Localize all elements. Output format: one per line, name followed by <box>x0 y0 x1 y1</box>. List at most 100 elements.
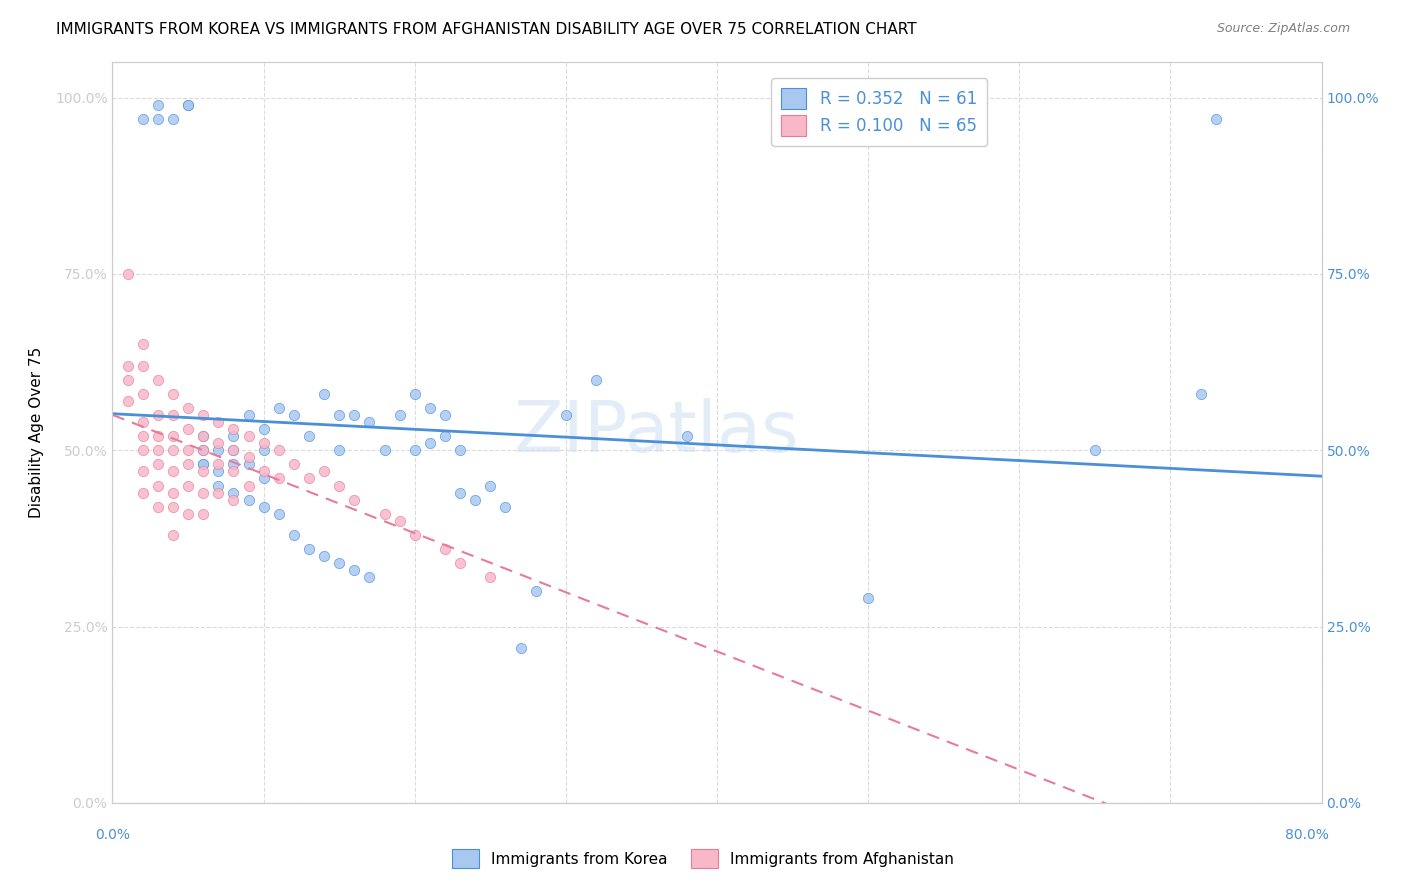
Point <box>146 500 169 514</box>
Point <box>856 591 880 606</box>
Point <box>238 450 260 465</box>
Point <box>404 443 426 458</box>
Point <box>146 373 169 387</box>
Point <box>117 393 139 408</box>
Point <box>238 429 260 443</box>
Point <box>207 443 229 458</box>
Point <box>132 387 155 401</box>
Point <box>479 478 502 492</box>
Point <box>177 422 200 436</box>
Point <box>117 359 139 373</box>
Point <box>253 436 276 450</box>
Point <box>146 443 169 458</box>
Point <box>524 584 547 599</box>
Point <box>207 415 229 429</box>
Point <box>222 422 245 436</box>
Point <box>132 112 155 126</box>
Point <box>314 464 336 478</box>
Point <box>1205 112 1227 126</box>
Point <box>207 458 229 472</box>
Point <box>146 408 169 422</box>
Point <box>328 443 350 458</box>
Point <box>191 443 214 458</box>
Point <box>298 471 321 485</box>
Legend: Immigrants from Korea, Immigrants from Afghanistan: Immigrants from Korea, Immigrants from A… <box>444 841 962 875</box>
Point <box>162 464 184 478</box>
Point <box>191 458 214 472</box>
Point <box>132 464 155 478</box>
Point <box>283 458 305 472</box>
Point <box>162 500 184 514</box>
Point <box>433 429 456 443</box>
Point <box>283 408 305 422</box>
Point <box>162 443 184 458</box>
Point <box>433 541 456 556</box>
Point <box>509 640 531 655</box>
Text: 0.0%: 0.0% <box>96 828 131 842</box>
Point <box>132 415 155 429</box>
Point <box>328 478 350 492</box>
Point <box>222 464 245 478</box>
Point <box>132 359 155 373</box>
Point <box>191 464 214 478</box>
Point <box>253 422 276 436</box>
Point <box>207 464 229 478</box>
Point <box>177 478 200 492</box>
Point <box>449 485 471 500</box>
Point <box>117 373 139 387</box>
Legend: R = 0.352   N = 61, R = 0.100   N = 65: R = 0.352 N = 61, R = 0.100 N = 65 <box>772 78 987 145</box>
Point <box>404 387 426 401</box>
Point <box>177 401 200 415</box>
Point <box>146 458 169 472</box>
Point <box>222 429 245 443</box>
Point <box>554 408 576 422</box>
Point <box>191 485 214 500</box>
Point <box>343 563 366 577</box>
Point <box>267 471 290 485</box>
Point <box>359 415 381 429</box>
Point <box>177 443 200 458</box>
Y-axis label: Disability Age Over 75: Disability Age Over 75 <box>30 347 44 518</box>
Point <box>191 408 214 422</box>
Point <box>191 429 214 443</box>
Point <box>585 373 607 387</box>
Point <box>207 436 229 450</box>
Point <box>146 112 169 126</box>
Point <box>132 429 155 443</box>
Point <box>117 267 139 281</box>
Point <box>267 401 290 415</box>
Point <box>162 408 184 422</box>
Point <box>191 443 214 458</box>
Point <box>374 443 396 458</box>
Point <box>343 408 366 422</box>
Point <box>374 507 396 521</box>
Point <box>298 541 321 556</box>
Point <box>177 458 200 472</box>
Point <box>267 443 290 458</box>
Point <box>162 485 184 500</box>
Point <box>146 478 169 492</box>
Point <box>419 401 441 415</box>
Point <box>132 337 155 351</box>
Point <box>177 507 200 521</box>
Point <box>238 408 260 422</box>
Point <box>495 500 517 514</box>
Point <box>162 528 184 542</box>
Text: 80.0%: 80.0% <box>1285 828 1329 842</box>
Point <box>207 485 229 500</box>
Point <box>675 429 697 443</box>
Point <box>1084 443 1107 458</box>
Point <box>222 458 245 472</box>
Point <box>314 387 336 401</box>
Point <box>253 443 276 458</box>
Point <box>162 429 184 443</box>
Point <box>359 570 381 584</box>
Point <box>162 387 184 401</box>
Point <box>238 478 260 492</box>
Point <box>191 458 214 472</box>
Point <box>449 556 471 570</box>
Point <box>419 436 441 450</box>
Point <box>298 429 321 443</box>
Point <box>177 97 200 112</box>
Point <box>343 492 366 507</box>
